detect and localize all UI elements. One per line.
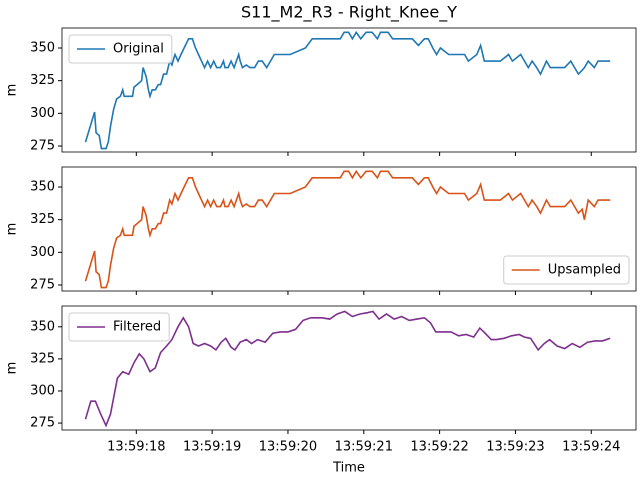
- legend-label: Upsampled: [548, 263, 621, 278]
- y-tick-label: 300: [30, 245, 55, 260]
- legend-box: [503, 255, 630, 285]
- x-axis-label: Time: [332, 461, 365, 476]
- y-tick-label: 325: [30, 351, 55, 366]
- plot-frame: [61, 305, 637, 431]
- legend-box: [68, 312, 170, 342]
- chart-title: S11_M2_R3 - Right_Knee_Y: [241, 3, 457, 23]
- data-line: [84, 169, 611, 289]
- y-tick-label: 325: [30, 212, 55, 227]
- data-line: [84, 30, 611, 150]
- plot-frame: [61, 27, 637, 153]
- y-axis-label: m: [5, 84, 20, 97]
- x-tick-label: 13:59:24: [562, 440, 620, 455]
- legend: Upsampled: [503, 255, 630, 285]
- x-tick-label: 13:59:21: [335, 440, 393, 455]
- y-tick-label: 350: [30, 319, 55, 334]
- x-tick-label: 13:59:22: [410, 440, 468, 455]
- y-tick-label: 275: [30, 138, 55, 153]
- data-line: [84, 310, 611, 428]
- legend: Filtered: [68, 312, 170, 342]
- x-tick-label: 13:59:18: [107, 440, 165, 455]
- x-tick-label: 13:59:23: [486, 440, 544, 455]
- y-tick-label: 325: [30, 73, 55, 88]
- y-axis-label: m: [5, 362, 20, 375]
- y-tick-label: 350: [30, 40, 55, 55]
- legend-box: [68, 34, 173, 64]
- x-tick-label: 13:59:19: [183, 440, 241, 455]
- legend-label: Filtered: [113, 320, 161, 335]
- y-axis-label: m: [5, 223, 20, 236]
- y-tick-label: 300: [30, 106, 55, 121]
- y-tick-label: 275: [30, 416, 55, 431]
- legend-label: Original: [113, 42, 164, 57]
- y-tick-label: 275: [30, 277, 55, 292]
- plot-frame: [61, 166, 637, 292]
- y-tick-label: 300: [30, 383, 55, 398]
- legend: Original: [68, 34, 173, 64]
- y-tick-label: 350: [30, 179, 55, 194]
- x-tick-label: 13:59:20: [259, 440, 317, 455]
